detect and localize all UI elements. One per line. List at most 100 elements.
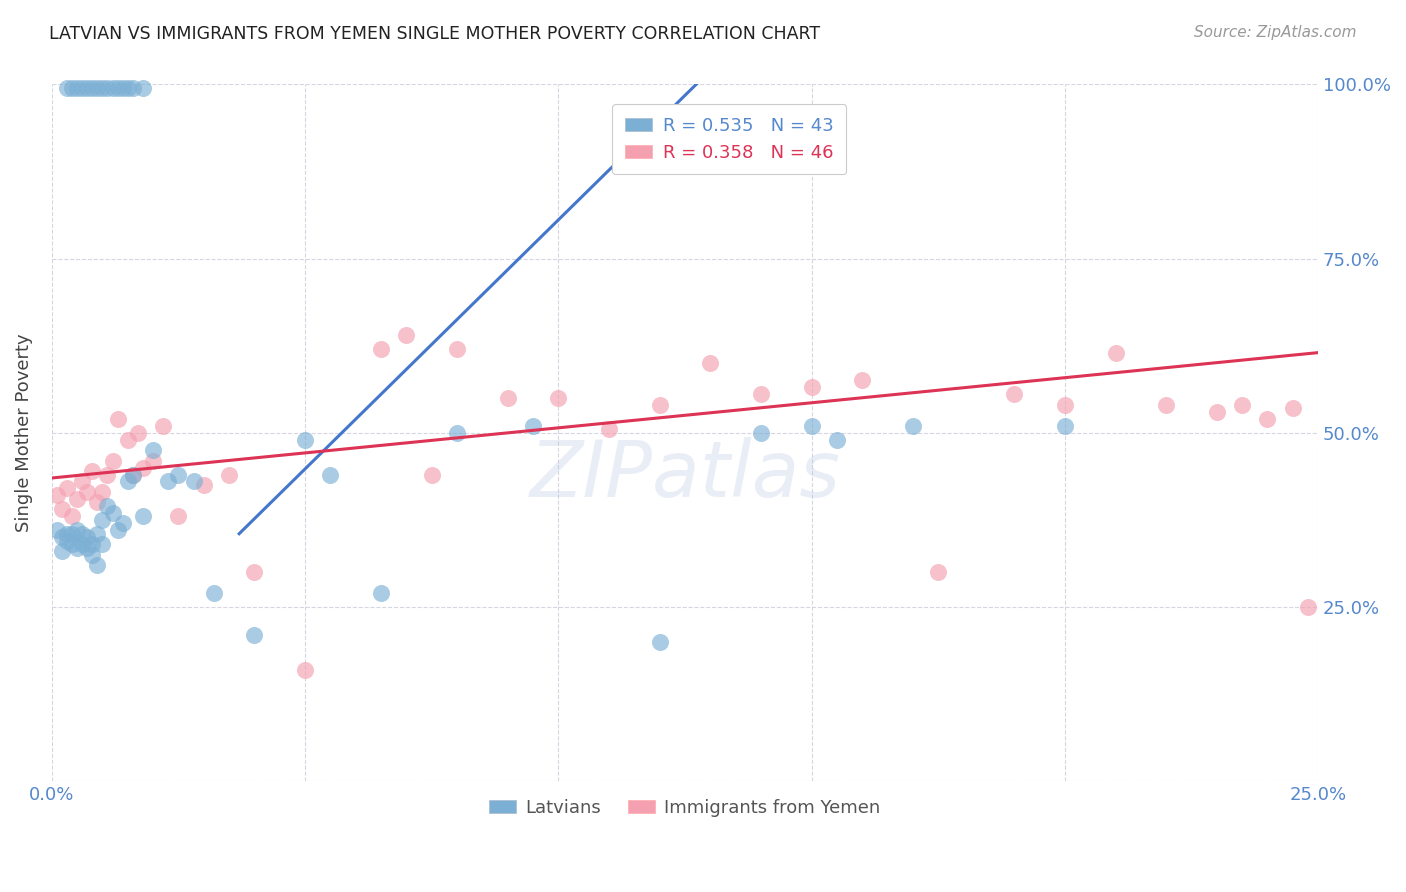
Point — [1281, 401, 1303, 416]
Point — [648, 398, 671, 412]
Point — [86, 526, 108, 541]
Point — [82, 537, 104, 551]
Point — [1002, 387, 1025, 401]
Point — [1053, 418, 1076, 433]
Point — [91, 513, 114, 527]
Point — [91, 81, 114, 95]
Point — [66, 81, 89, 95]
Point — [294, 663, 316, 677]
Point — [243, 628, 266, 642]
Point — [319, 467, 342, 482]
Point — [800, 380, 823, 394]
Text: Source: ZipAtlas.com: Source: ZipAtlas.com — [1194, 25, 1357, 40]
Point — [107, 411, 129, 425]
Point — [101, 453, 124, 467]
Point — [132, 509, 155, 524]
Point — [56, 526, 79, 541]
Point — [522, 418, 544, 433]
Point — [132, 460, 155, 475]
Point — [395, 328, 418, 343]
Point — [56, 81, 79, 95]
Point — [56, 482, 79, 496]
Point — [82, 464, 104, 478]
Point — [91, 484, 114, 499]
Y-axis label: Single Mother Poverty: Single Mother Poverty — [15, 334, 32, 532]
Point — [45, 488, 67, 502]
Point — [45, 523, 67, 537]
Point — [70, 81, 93, 95]
Point — [111, 516, 134, 531]
Point — [86, 558, 108, 572]
Point — [60, 81, 83, 95]
Point — [370, 342, 392, 356]
Point — [598, 422, 620, 436]
Point — [96, 81, 118, 95]
Point — [107, 81, 129, 95]
Point — [117, 81, 139, 95]
Point — [60, 509, 83, 524]
Text: ZIPatlas: ZIPatlas — [530, 436, 841, 513]
Point — [218, 467, 240, 482]
Point — [142, 443, 165, 458]
Point — [1104, 345, 1126, 359]
Point — [51, 502, 73, 516]
Point — [1154, 398, 1177, 412]
Point — [101, 506, 124, 520]
Point — [1230, 398, 1253, 412]
Point — [749, 387, 772, 401]
Point — [91, 537, 114, 551]
Point — [193, 478, 215, 492]
Text: LATVIAN VS IMMIGRANTS FROM YEMEN SINGLE MOTHER POVERTY CORRELATION CHART: LATVIAN VS IMMIGRANTS FROM YEMEN SINGLE … — [49, 25, 820, 43]
Point — [121, 467, 143, 482]
Point — [76, 530, 98, 544]
Point — [142, 453, 165, 467]
Point — [1205, 405, 1227, 419]
Point — [56, 533, 79, 548]
Point — [648, 634, 671, 648]
Point — [70, 537, 93, 551]
Point — [496, 391, 519, 405]
Point — [121, 81, 143, 95]
Point — [1296, 599, 1319, 614]
Point — [1256, 411, 1278, 425]
Legend: Latvians, Immigrants from Yemen: Latvians, Immigrants from Yemen — [482, 792, 887, 824]
Point — [70, 526, 93, 541]
Point — [76, 541, 98, 555]
Point — [107, 523, 129, 537]
Point — [76, 484, 98, 499]
Point — [446, 425, 468, 440]
Point — [183, 475, 205, 489]
Point — [96, 499, 118, 513]
Point — [167, 467, 190, 482]
Point — [152, 418, 174, 433]
Point — [96, 467, 118, 482]
Point — [60, 526, 83, 541]
Point — [76, 81, 98, 95]
Point — [51, 544, 73, 558]
Point — [749, 425, 772, 440]
Point — [60, 537, 83, 551]
Point — [294, 433, 316, 447]
Point — [800, 418, 823, 433]
Point — [127, 425, 149, 440]
Point — [370, 586, 392, 600]
Point — [111, 81, 134, 95]
Point — [51, 530, 73, 544]
Point — [202, 586, 225, 600]
Point — [70, 475, 93, 489]
Point — [86, 495, 108, 509]
Point — [167, 509, 190, 524]
Point — [66, 541, 89, 555]
Point — [157, 475, 180, 489]
Point — [66, 491, 89, 506]
Point — [82, 548, 104, 562]
Point — [243, 565, 266, 579]
Point — [117, 475, 139, 489]
Point — [1053, 398, 1076, 412]
Point — [101, 81, 124, 95]
Point — [851, 374, 873, 388]
Point — [66, 523, 89, 537]
Point — [420, 467, 443, 482]
Point — [901, 418, 924, 433]
Point — [121, 467, 143, 482]
